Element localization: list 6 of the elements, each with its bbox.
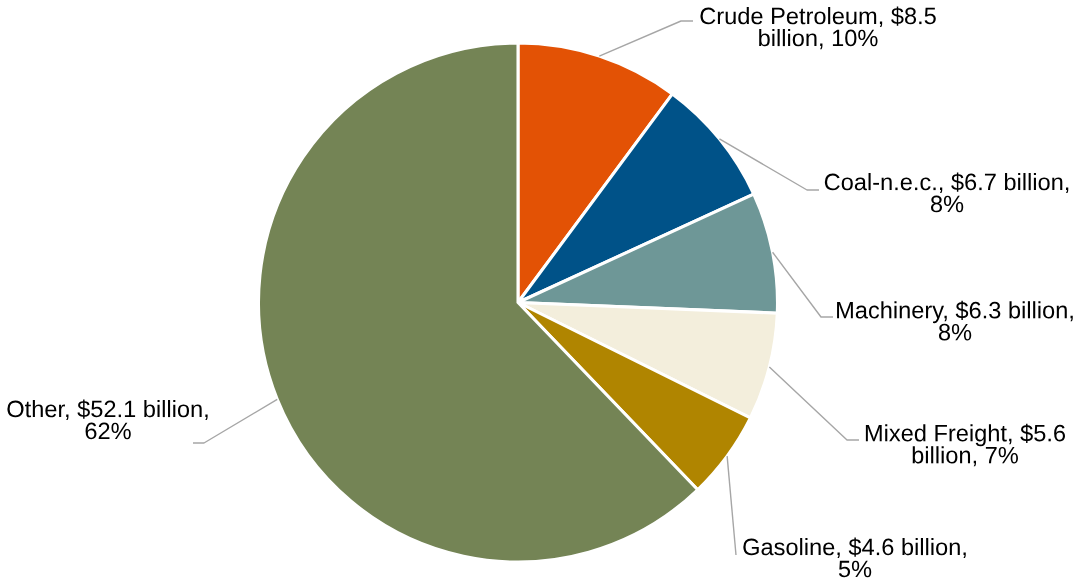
slice-label: Coal-n.e.c., $6.7 billion, 8% [824,172,1069,213]
slice-label: Other, $52.1 billion, 62% [7,399,208,440]
slice-label: Crude Petroleum, $8.5 billion, 10% [700,6,936,50]
slice-label: Mixed Freight, $5.6 billion, 7% [865,423,1066,467]
slice-label: Gasoline, $4.6 billion, 5% [743,537,966,578]
slice-label: Machinery, $6.3 billion, 8% [837,300,1073,341]
